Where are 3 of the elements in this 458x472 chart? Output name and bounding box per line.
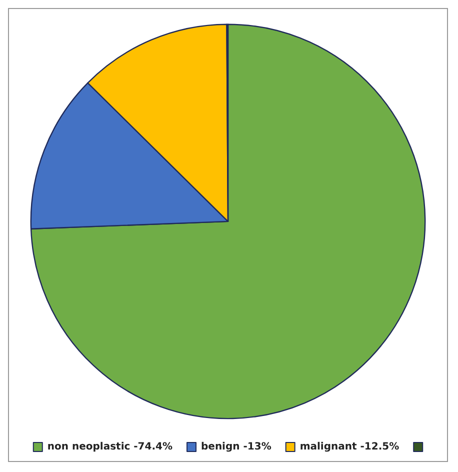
legend-label: benign -13%: [201, 442, 272, 452]
legend-label: malignant -12.5%: [300, 442, 400, 452]
legend-label: non neoplastic -74.4%: [47, 442, 173, 452]
